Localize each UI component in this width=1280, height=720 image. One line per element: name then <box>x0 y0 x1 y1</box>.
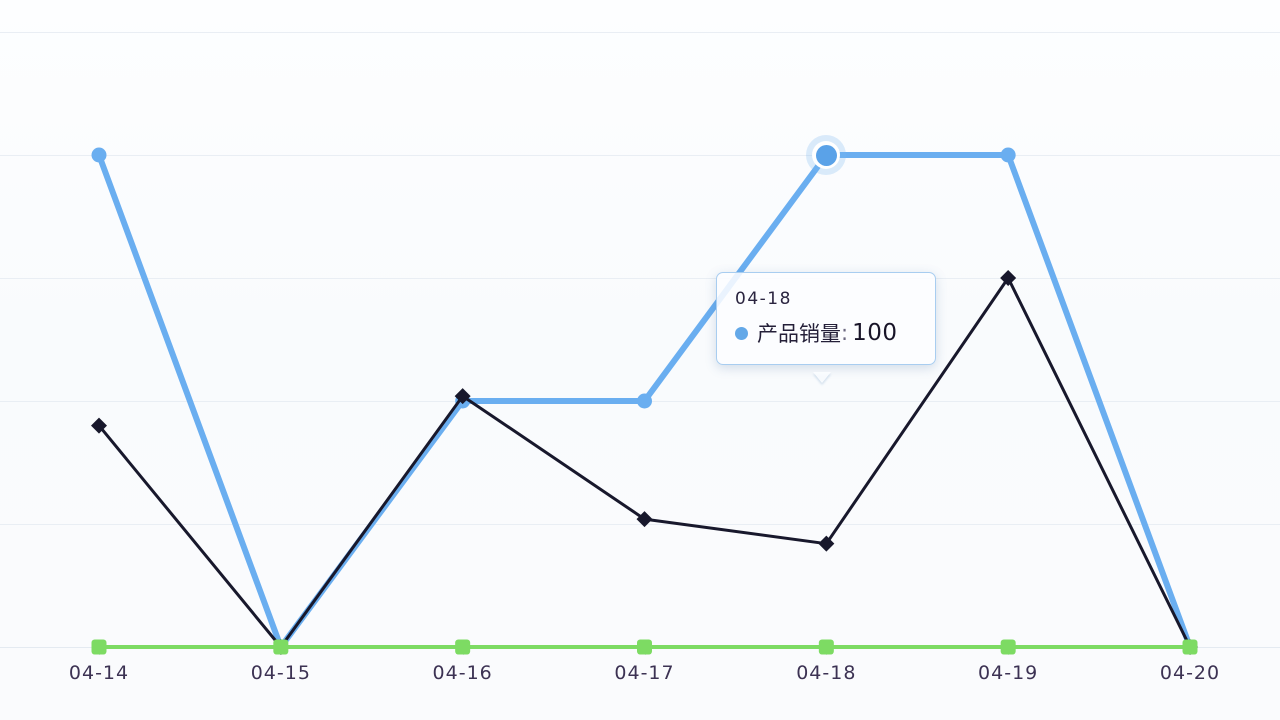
data-point-marker[interactable] <box>454 388 471 405</box>
x-axis-label: 04-19 <box>978 662 1039 684</box>
tooltip-series-row: 产品销量 : 100 <box>735 318 917 348</box>
series-1 <box>91 147 1198 655</box>
data-point-marker[interactable] <box>273 639 289 655</box>
x-axis-label: 04-16 <box>432 662 493 684</box>
x-axis-label: 04-17 <box>614 662 675 684</box>
data-point-marker[interactable] <box>91 639 107 655</box>
data-point-marker[interactable] <box>1000 639 1016 655</box>
x-axis-label: 04-15 <box>250 662 311 684</box>
data-point-marker[interactable] <box>91 147 107 163</box>
tooltip-separator: : <box>841 321 849 345</box>
series-3 <box>91 639 1198 655</box>
x-axis-label: 04-18 <box>796 662 857 684</box>
gridline <box>0 278 1280 279</box>
x-axis-label: 04-14 <box>68 662 130 684</box>
data-point-marker[interactable] <box>636 511 653 528</box>
tooltip-value: 100 <box>852 320 898 346</box>
data-point-marker[interactable] <box>1182 639 1198 655</box>
data-point-marker[interactable] <box>637 639 652 655</box>
series-2 <box>91 270 1198 655</box>
gridline <box>0 32 1280 33</box>
x-axis-label: 04-20 <box>1159 662 1221 684</box>
tooltip-pointer-arrow <box>813 372 831 383</box>
chart-tooltip: 04-18 产品销量 : 100 <box>716 272 936 383</box>
tooltip-series-name: 产品销量 <box>757 322 841 346</box>
gridline <box>0 155 1280 156</box>
tooltip-series-marker-icon <box>735 326 748 340</box>
data-point-marker[interactable] <box>818 639 834 655</box>
data-point-marker[interactable] <box>818 535 835 552</box>
data-point-marker[interactable] <box>91 417 107 434</box>
highlighted-point-marker[interactable] <box>815 144 837 166</box>
data-point-marker[interactable] <box>1000 147 1016 163</box>
tooltip-date-label: 04-18 <box>735 289 792 309</box>
data-point-marker[interactable] <box>1000 270 1017 286</box>
data-point-marker[interactable] <box>455 639 471 655</box>
data-point-marker[interactable] <box>637 393 652 409</box>
gridline <box>0 524 1280 525</box>
